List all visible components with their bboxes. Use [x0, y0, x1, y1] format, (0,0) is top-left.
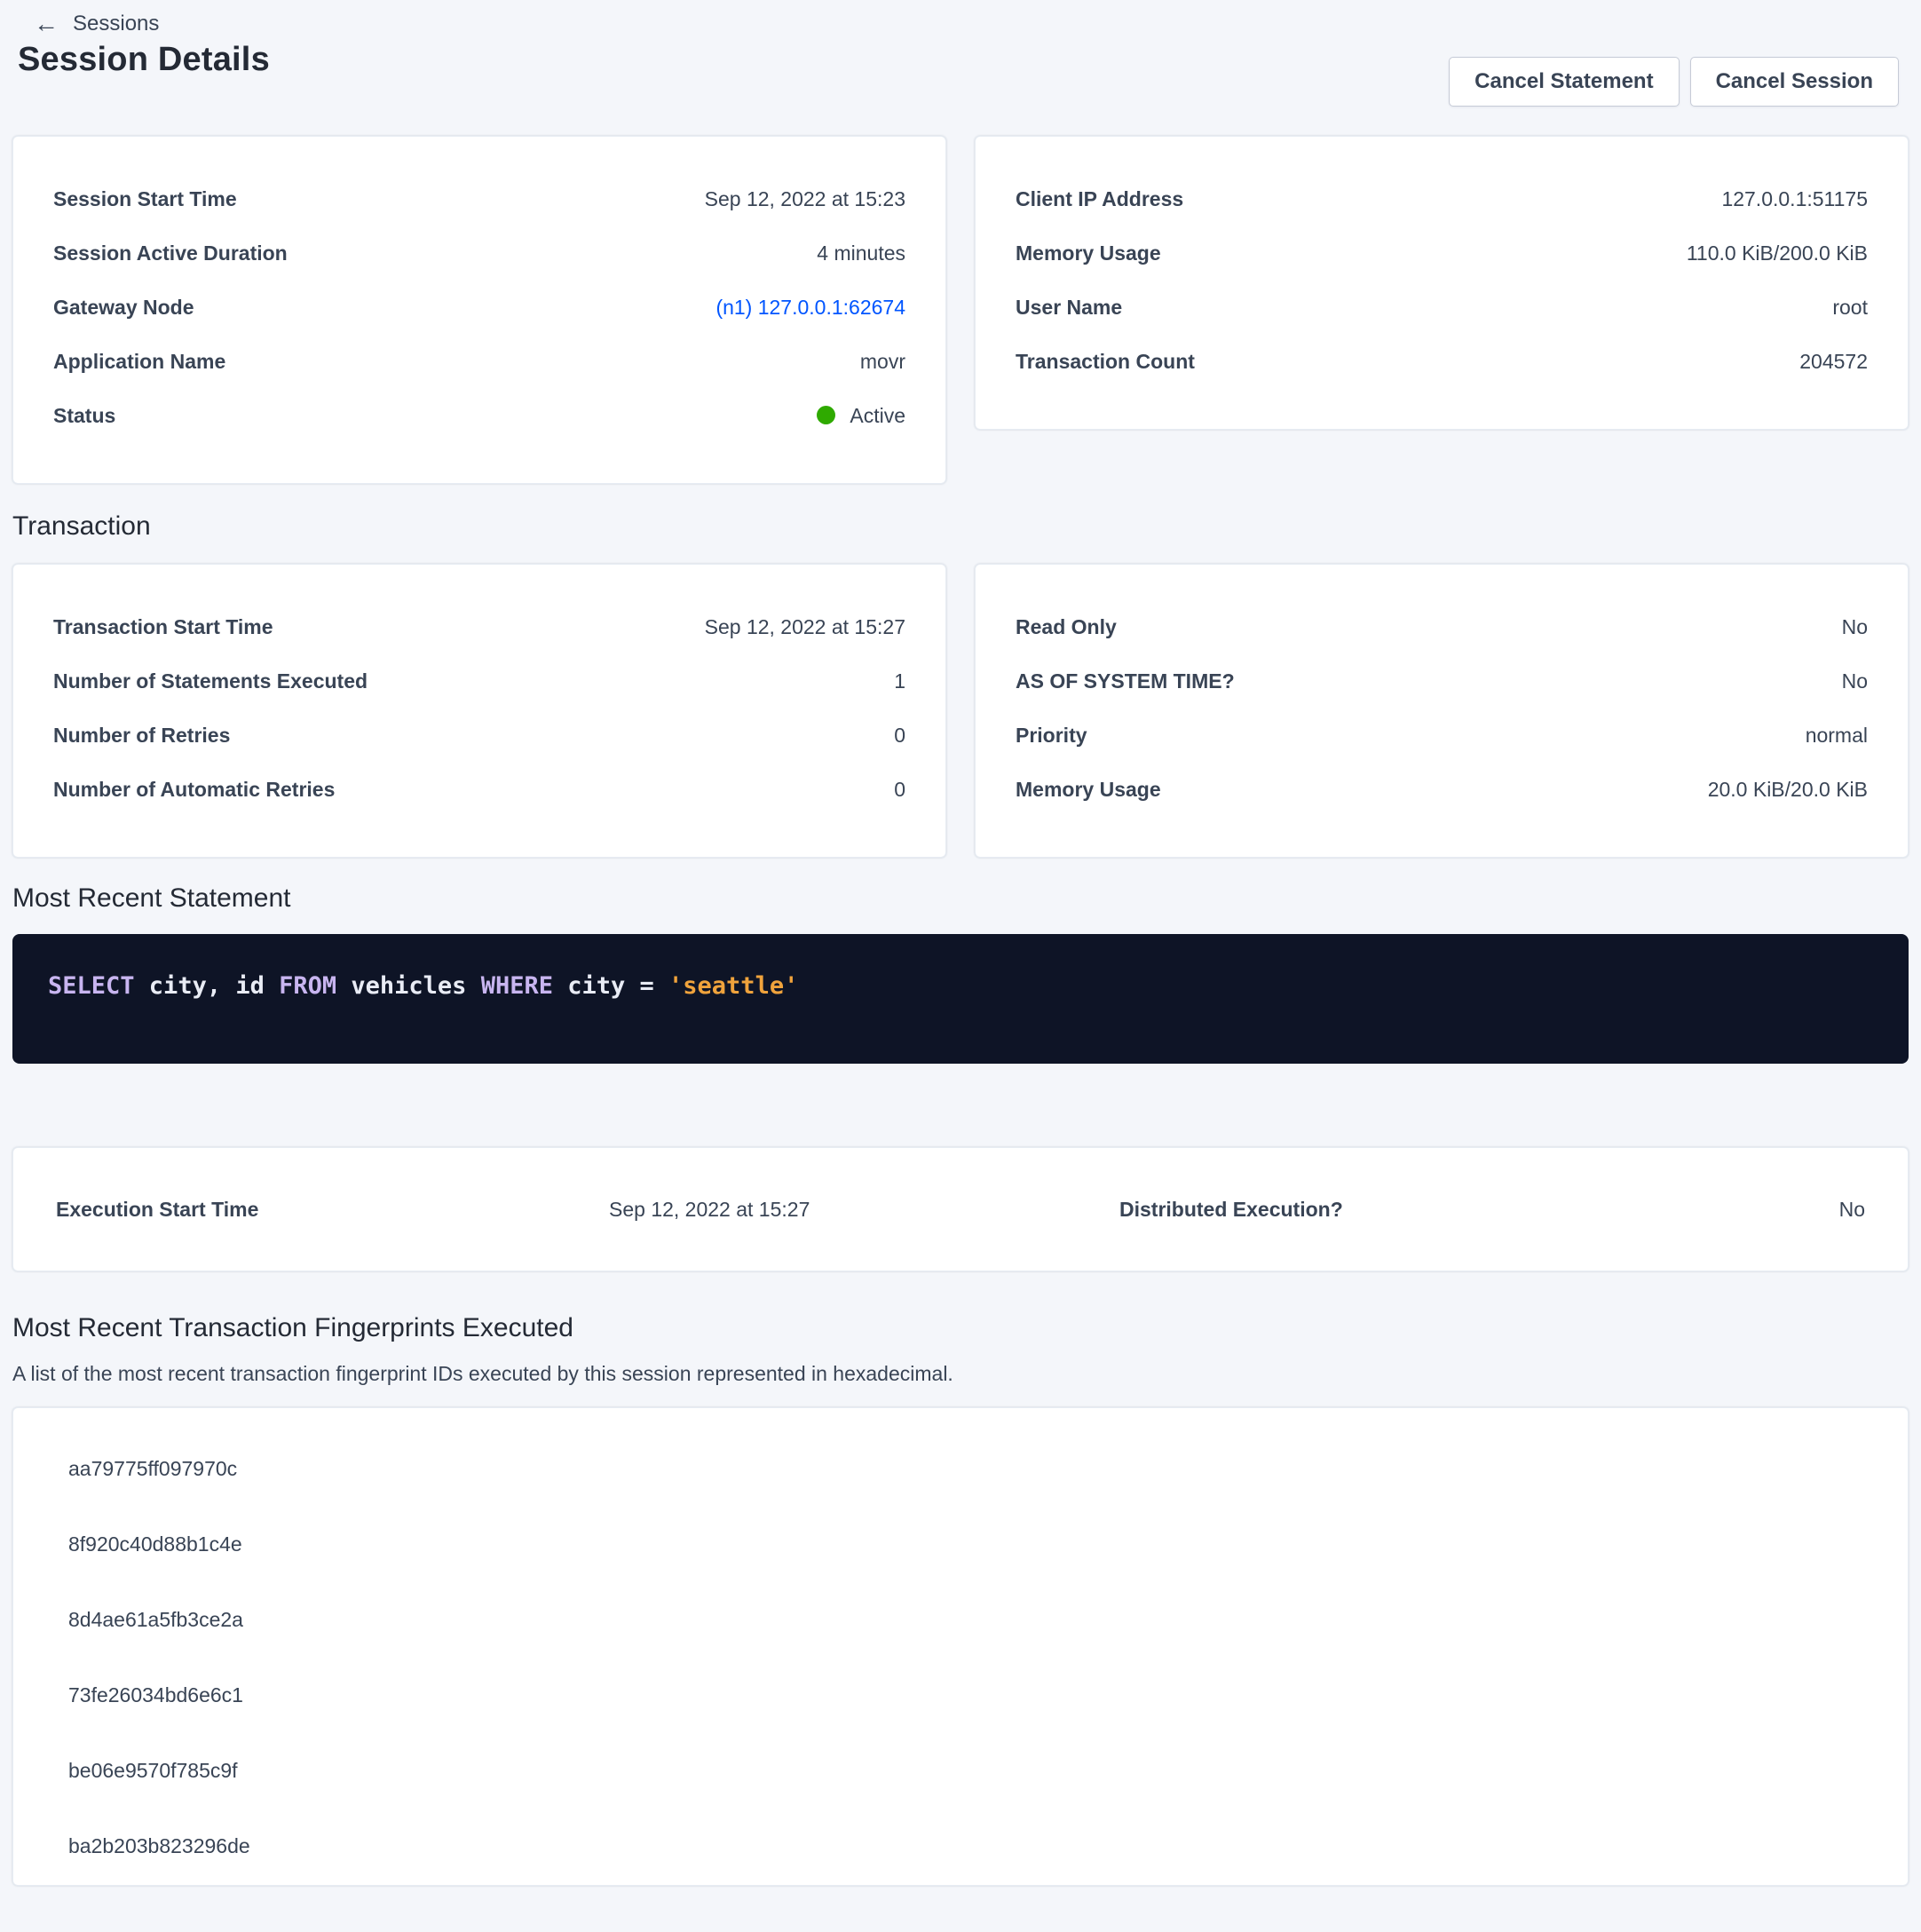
row-label: Transaction Start Time — [53, 615, 273, 638]
execution-start-time-label: Execution Start Time — [56, 1197, 259, 1221]
status-active-dot — [817, 406, 836, 424]
row-value: No — [1841, 669, 1868, 693]
row-label: User Name — [1016, 296, 1123, 319]
back-arrow-icon[interactable]: ← — [34, 10, 59, 37]
row-label: Memory Usage — [1016, 242, 1161, 265]
summary-row: Session Active Duration 4 minutes — [53, 226, 905, 281]
summary-row: Number of Statements Executed 1 — [53, 654, 905, 709]
session-summary-section: Session Start Time Sep 12, 2022 at 15:23 S… — [12, 136, 1909, 484]
summary-row: AS OF SYSTEM TIME? No — [1016, 654, 1868, 709]
row-value: No — [1841, 615, 1868, 638]
sql-token-plain: city, id — [134, 972, 280, 1000]
row-label: Number of Retries — [53, 724, 231, 747]
back-link-sessions[interactable]: Sessions — [73, 12, 160, 36]
session-summary-card-right: Client IP Address 127.0.0.1:51175 Memory U… — [975, 136, 1909, 430]
status-value: Active — [817, 404, 905, 428]
session-summary-card-left: Session Start Time Sep 12, 2022 at 15:23 S… — [12, 136, 946, 484]
row-label: Application Name — [53, 350, 226, 373]
row-value: Sep 12, 2022 at 15:27 — [704, 615, 905, 638]
page-title: Session Details — [18, 41, 270, 78]
execution-card: Execution Start Time Sep 12, 2022 at 15:… — [12, 1147, 1909, 1271]
row-label: Priority — [1016, 724, 1087, 747]
row-label: Client IP Address — [1016, 187, 1184, 210]
transaction-section: Transaction Start Time Sep 12, 2022 at 15… — [12, 564, 1909, 858]
row-value: root — [1832, 296, 1868, 319]
summary-row: Memory Usage 20.0 KiB/20.0 KiB — [1016, 763, 1868, 817]
row-value: 0 — [894, 724, 905, 747]
row-value: 0 — [894, 778, 905, 801]
gateway-node-link[interactable]: (n1) 127.0.0.1:62674 — [715, 296, 905, 319]
row-value: Sep 12, 2022 at 15:23 — [704, 187, 905, 210]
row-label: AS OF SYSTEM TIME? — [1016, 669, 1235, 693]
sql-token-kw: WHERE — [480, 972, 553, 1000]
row-value: 4 minutes — [817, 242, 905, 265]
row-label: Number of Statements Executed — [53, 669, 368, 693]
fingerprint-id: aa79775ff097970c — [68, 1457, 238, 1480]
most-recent-statement-heading: Most Recent Statement — [12, 883, 291, 913]
cancel-session-button[interactable]: Cancel Session — [1689, 57, 1899, 107]
fingerprint-id: be06e9570f785c9f — [68, 1759, 238, 1782]
distributed-execution-label: Distributed Execution? — [1119, 1197, 1343, 1221]
row-label: Memory Usage — [1016, 778, 1161, 801]
transaction-section-heading: Transaction — [12, 511, 151, 541]
sql-statement-box: SELECT city, id FROM vehicles WHERE city… — [12, 934, 1909, 1064]
transaction-card-right: Read Only No AS OF SYSTEM TIME? No Priority n… — [975, 564, 1909, 858]
execution-start-time-value: Sep 12, 2022 at 15:27 — [609, 1197, 810, 1221]
breadcrumb: ← Sessions — [0, 0, 1921, 37]
fingerprints-card: aa79775ff097970c 8f920c40d88b1c4e 8d4ae61a… — [12, 1407, 1909, 1886]
fingerprints-description: A list of the most recent transaction fi… — [12, 1362, 953, 1385]
row-label: Number of Automatic Retries — [53, 778, 336, 801]
summary-row: Transaction Start Time Sep 12, 2022 at 15… — [53, 600, 905, 654]
summary-row: Memory Usage 110.0 KiB/200.0 KiB — [1016, 226, 1868, 281]
summary-row: User Name root — [1016, 281, 1868, 335]
fingerprint-id: 73fe26034bd6e6c1 — [68, 1683, 243, 1706]
row-value: 110.0 KiB/200.0 KiB — [1686, 242, 1868, 265]
cancel-statement-button[interactable]: Cancel Statement — [1449, 57, 1680, 107]
summary-row: Number of Automatic Retries 0 — [53, 763, 905, 817]
row-label: Session Active Duration — [53, 242, 288, 265]
row-label: Status — [53, 404, 116, 427]
page-header: Session Details Cancel Statement Cancel … — [18, 37, 1899, 123]
row-label: Gateway Node — [53, 296, 194, 319]
summary-row: Priority normal — [1016, 709, 1868, 763]
fingerprints-heading: Most Recent Transaction Fingerprints Exe… — [12, 1313, 573, 1342]
row-value: normal — [1805, 724, 1868, 747]
row-label: Session Start Time — [53, 187, 237, 210]
row-value: 127.0.0.1:51175 — [1721, 187, 1868, 210]
summary-row: Client IP Address 127.0.0.1:51175 — [1016, 172, 1868, 226]
summary-row: Gateway Node (n1) 127.0.0.1:62674 — [53, 281, 905, 335]
sql-token-str: 'seattle' — [668, 972, 799, 1000]
summary-row: Read Only No — [1016, 600, 1868, 654]
distributed-execution-value: No — [1838, 1197, 1865, 1221]
summary-row: Application Name movr — [53, 335, 905, 389]
sql-token-plain: vehicles — [336, 972, 481, 1000]
row-value: 204572 — [1799, 350, 1868, 373]
row-label: Read Only — [1016, 615, 1117, 638]
summary-row: Session Start Time Sep 12, 2022 at 15:23 — [53, 172, 905, 226]
summary-row: Status Active — [53, 389, 905, 443]
sql-token-kw: SELECT — [48, 972, 135, 1000]
summary-row: Number of Retries 0 — [53, 709, 905, 763]
sql-token-kw: FROM — [279, 972, 337, 1000]
sql-token-plain: city = — [552, 972, 669, 1000]
summary-row: Transaction Count 204572 — [1016, 335, 1868, 389]
header-actions: Cancel Statement Cancel Session — [1449, 57, 1899, 107]
row-label: Transaction Count — [1016, 350, 1195, 373]
transaction-card-left: Transaction Start Time Sep 12, 2022 at 15… — [12, 564, 946, 858]
fingerprint-id: 8d4ae61a5fb3ce2a — [68, 1608, 243, 1631]
row-value: 1 — [894, 669, 905, 693]
fingerprint-id: ba2b203b823296de — [68, 1834, 250, 1857]
row-value: movr — [859, 350, 905, 373]
fingerprint-id: 8f920c40d88b1c4e — [68, 1532, 242, 1556]
row-value: 20.0 KiB/20.0 KiB — [1707, 778, 1868, 801]
